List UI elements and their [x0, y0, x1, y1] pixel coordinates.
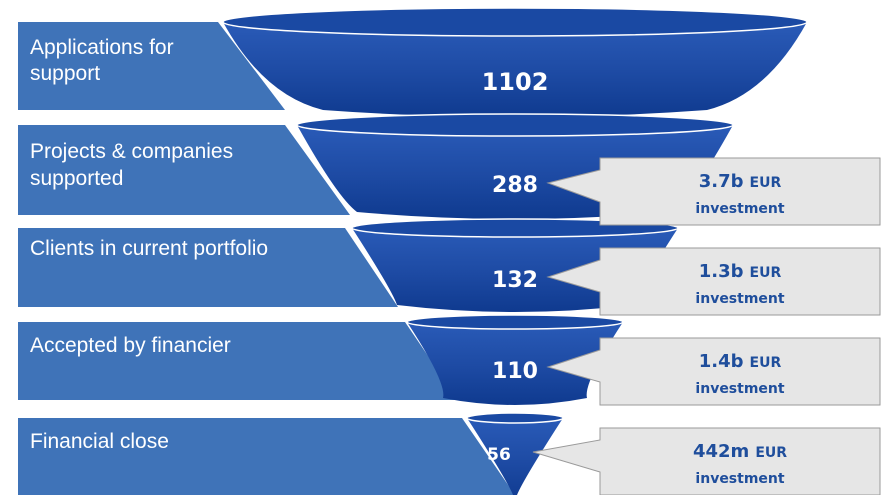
callout-caption: investment	[695, 471, 784, 487]
callout-box	[532, 427, 881, 495]
callout-unit: EUR	[750, 175, 782, 191]
stage-label-text: Accepted by financier	[30, 334, 231, 357]
callout-box	[546, 247, 881, 316]
stage-label-band	[18, 22, 285, 110]
callout-amount: 1.3b	[699, 261, 744, 282]
callout-amount-line: 3.7b EUR	[699, 171, 782, 192]
funnel-segment-rim	[406, 314, 624, 330]
callout-box	[546, 157, 881, 226]
stage-label-text: support	[30, 62, 100, 85]
stage-label-text: Financial close	[30, 430, 169, 453]
callout-caption: investment	[695, 381, 784, 397]
callout-amount: 1.4b	[699, 351, 744, 372]
funnel-segment	[407, 322, 623, 405]
callout-amount-line: 442m EUR	[693, 441, 787, 462]
stage-label-band	[18, 418, 515, 495]
funnel-segment-rim	[296, 113, 734, 137]
callout-unit: EUR	[755, 445, 787, 461]
stage-value: 132	[492, 268, 538, 293]
stage-label-text: Applications for	[30, 36, 174, 59]
stage-label-text: Clients in current portfolio	[30, 237, 268, 260]
callout-unit: EUR	[750, 265, 782, 281]
stage-value: 110	[492, 359, 538, 384]
stage-label-text: Projects & companies	[30, 140, 233, 163]
callout-caption: investment	[695, 201, 784, 217]
funnel-segment	[223, 22, 807, 117]
callout-amount-line: 1.4b EUR	[699, 351, 782, 372]
callout-caption: investment	[695, 291, 784, 307]
funnel-segment-rim	[351, 218, 679, 238]
stage-value: 288	[492, 173, 538, 198]
funnel-segment	[467, 418, 563, 495]
callout-amount: 442m	[693, 441, 749, 462]
callout-amount: 3.7b	[699, 171, 744, 192]
stage-label-band	[18, 125, 350, 215]
stage-value: 56	[487, 445, 511, 465]
stage-label-text: supported	[30, 167, 123, 190]
funnel-segment-rim	[466, 412, 564, 424]
stage-label-band	[18, 228, 398, 307]
callout-unit: EUR	[750, 355, 782, 371]
stage-label-band	[18, 322, 458, 400]
stage-value: 1102	[482, 68, 549, 96]
callout-amount-line: 1.3b EUR	[699, 261, 782, 282]
funnel-segment-rim	[222, 7, 808, 37]
callout-box	[546, 337, 881, 406]
